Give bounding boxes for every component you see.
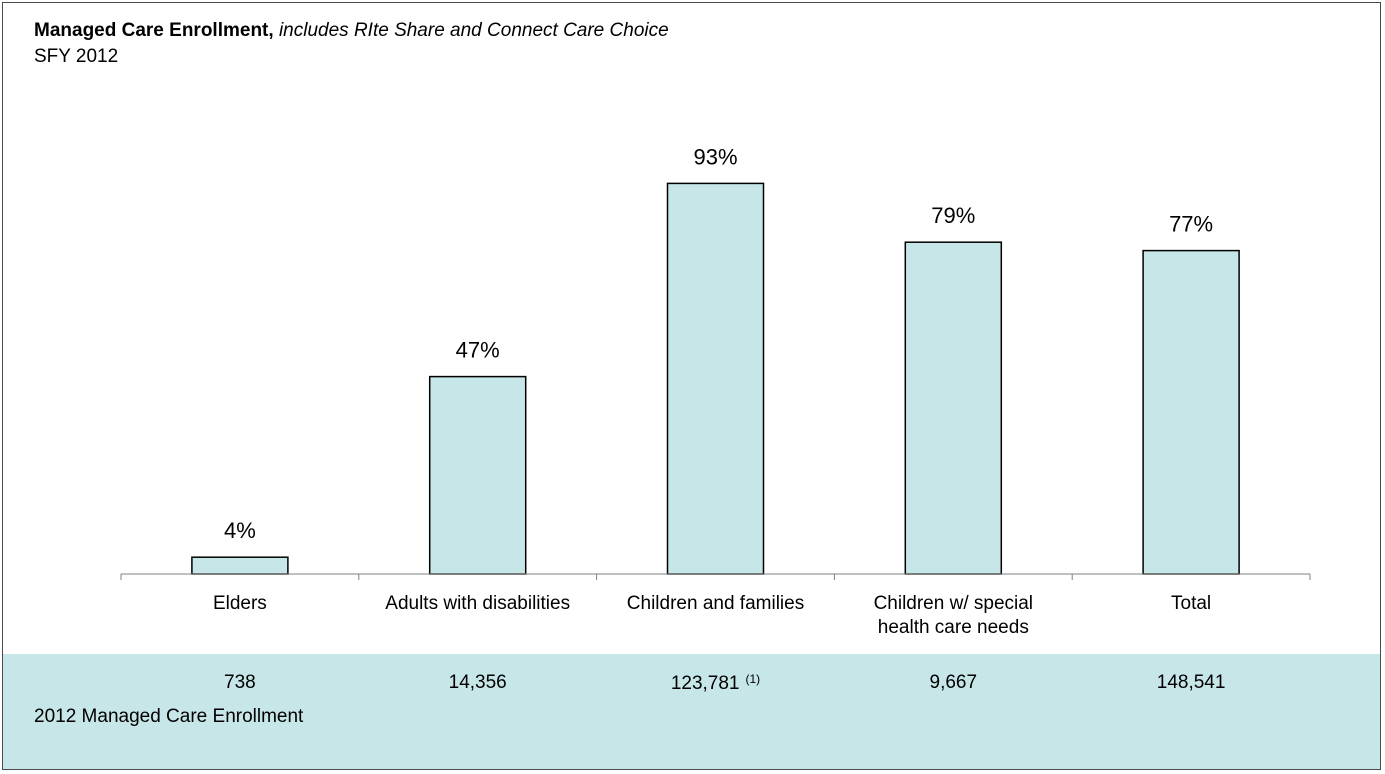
category-label-line: Adults with disabilities [385, 593, 571, 614]
enrollment-value-3: 9,667 [834, 672, 1072, 694]
bar-0 [191, 556, 289, 575]
category-label-0: Elders [121, 592, 359, 616]
enrollment-value-text: 9,667 [929, 672, 978, 693]
data-label-4: 77% [1169, 212, 1213, 237]
bar-2 [666, 182, 765, 575]
chart-title-note: includes RIte Share and Connect Care Cho… [278, 20, 669, 41]
category-label-1: Adults with disabilities [359, 592, 597, 616]
enrollment-value-text: 148,541 [1156, 672, 1226, 693]
footnote-marker: (1) [745, 672, 761, 686]
chart-title-block: Managed Care Enrollment, includes RIte S… [34, 18, 669, 70]
category-label-4: Total [1072, 592, 1310, 616]
category-label-line: Children w/ special [873, 593, 1034, 614]
category-label-3: Children w/ special health care needs [834, 592, 1072, 640]
bar-1 [428, 375, 527, 575]
bar-3 [904, 241, 1003, 575]
category-label-line: Elders [212, 593, 267, 614]
data-label-0: 4% [224, 518, 256, 543]
category-label-2: Children and families [597, 592, 835, 616]
enrollment-row-label: 2012 Managed Care Enrollment [34, 706, 304, 727]
category-label-line: Children and families [626, 593, 805, 614]
chart-subtitle: SFY 2012 [34, 46, 119, 67]
enrollment-value-text: 738 [224, 672, 256, 693]
enrollment-value-text: 14,356 [448, 672, 507, 693]
data-label-1: 47% [456, 338, 500, 363]
enrollment-value-1: 14,356 [359, 672, 597, 694]
enrollment-value-0: 738 [121, 672, 359, 694]
category-label-line: Total [1171, 593, 1212, 614]
enrollment-panel [2, 654, 1381, 770]
category-label-line: health care needs [877, 617, 1029, 638]
bar-4 [1142, 249, 1240, 575]
enrollment-value-text: 123,781 [670, 673, 740, 694]
enrollment-value-2: 123,781 (1) [597, 672, 835, 695]
enrollment-value-4: 148,541 [1072, 672, 1310, 694]
chart-title: Managed Care Enrollment, [34, 20, 274, 41]
data-label-2: 93% [693, 144, 737, 169]
bar-chart: 4% 47% 93% 79% 77% [120, 144, 1311, 580]
data-label-3: 79% [931, 203, 975, 228]
